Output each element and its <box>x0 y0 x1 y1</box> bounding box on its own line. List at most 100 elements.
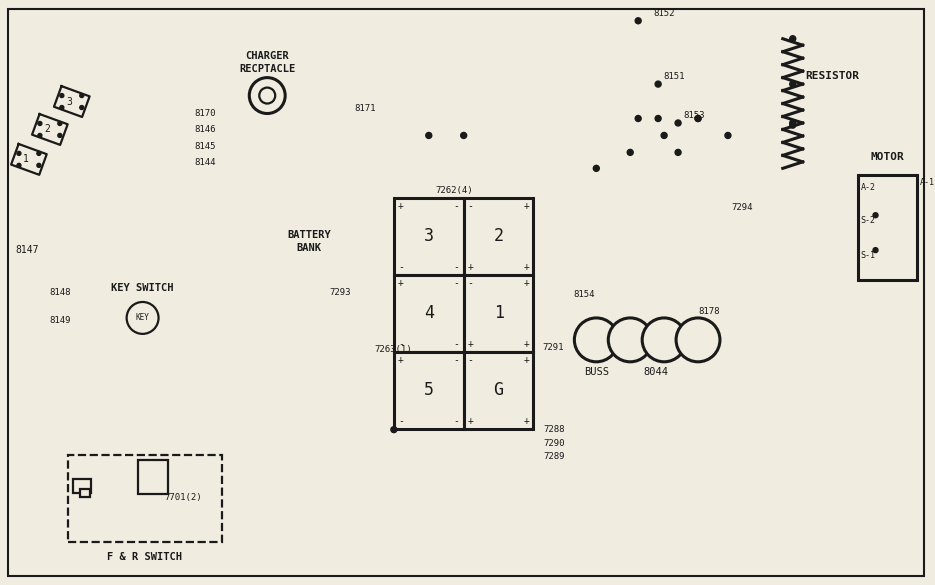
Text: RECPTACLE: RECPTACLE <box>239 64 295 74</box>
Text: BUSS: BUSS <box>583 367 609 377</box>
Circle shape <box>635 18 641 24</box>
Text: 7288: 7288 <box>543 425 565 434</box>
Text: 8148: 8148 <box>50 288 71 298</box>
Text: 3: 3 <box>424 227 434 245</box>
Text: 2: 2 <box>494 227 504 245</box>
Text: -: - <box>468 278 473 288</box>
Text: S-2: S-2 <box>860 216 875 225</box>
Text: +: + <box>398 278 404 288</box>
Text: KEY SWITCH: KEY SWITCH <box>111 283 174 293</box>
Text: 7263(1): 7263(1) <box>374 345 411 355</box>
Polygon shape <box>54 86 90 117</box>
Circle shape <box>695 115 701 122</box>
Text: 8151: 8151 <box>663 71 684 81</box>
Circle shape <box>642 318 686 362</box>
Text: 8171: 8171 <box>354 104 376 113</box>
Text: -: - <box>398 339 404 349</box>
Circle shape <box>609 318 652 362</box>
Text: +: + <box>524 415 529 426</box>
Text: -: - <box>453 339 460 349</box>
Text: 1: 1 <box>494 304 504 322</box>
Text: -: - <box>453 415 460 426</box>
Text: MOTOR: MOTOR <box>870 152 904 163</box>
Text: 8146: 8146 <box>194 125 216 134</box>
Text: +: + <box>524 262 529 272</box>
Circle shape <box>790 81 796 87</box>
Polygon shape <box>11 144 47 175</box>
Text: 8044: 8044 <box>643 367 669 377</box>
Text: +: + <box>524 355 529 365</box>
Text: 5: 5 <box>424 381 434 399</box>
Text: RESISTOR: RESISTOR <box>806 71 859 81</box>
Text: 7701(2): 7701(2) <box>165 493 202 502</box>
Text: 3: 3 <box>65 97 72 106</box>
Circle shape <box>126 302 159 334</box>
Text: 8147: 8147 <box>15 245 38 255</box>
Text: 8145: 8145 <box>194 142 216 151</box>
Text: +: + <box>398 355 404 365</box>
Circle shape <box>594 166 599 171</box>
Bar <box>394 352 464 429</box>
Circle shape <box>661 132 667 139</box>
Circle shape <box>635 115 641 122</box>
Circle shape <box>790 122 796 128</box>
Circle shape <box>259 88 275 104</box>
Text: -: - <box>468 355 473 365</box>
Circle shape <box>36 152 41 156</box>
Circle shape <box>790 36 796 42</box>
Text: 7293: 7293 <box>329 287 351 297</box>
Text: 8152: 8152 <box>654 9 675 18</box>
Circle shape <box>655 115 661 122</box>
Text: +: + <box>524 278 529 288</box>
Circle shape <box>38 122 42 125</box>
Text: +: + <box>468 415 473 426</box>
Circle shape <box>58 133 62 137</box>
Text: +: + <box>524 339 529 349</box>
Text: 8144: 8144 <box>194 158 216 167</box>
Circle shape <box>627 149 633 156</box>
Text: 8149: 8149 <box>50 316 71 325</box>
Circle shape <box>574 318 618 362</box>
Circle shape <box>425 132 432 139</box>
Circle shape <box>38 133 42 137</box>
Bar <box>464 198 534 275</box>
Circle shape <box>675 149 681 156</box>
Circle shape <box>695 115 701 122</box>
Text: -: - <box>398 415 404 426</box>
Text: -: - <box>453 278 460 288</box>
Text: 8178: 8178 <box>698 308 720 316</box>
Bar <box>137 460 167 494</box>
Text: A-1: A-1 <box>919 178 934 187</box>
Text: -: - <box>468 201 473 211</box>
Circle shape <box>725 132 731 139</box>
Circle shape <box>655 81 661 87</box>
Circle shape <box>79 94 84 98</box>
Text: +: + <box>398 201 404 211</box>
Circle shape <box>391 426 396 432</box>
Circle shape <box>79 105 84 109</box>
Bar <box>464 275 534 352</box>
Bar <box>394 198 464 275</box>
Circle shape <box>60 94 64 98</box>
Text: G: G <box>494 381 504 399</box>
Text: 7290: 7290 <box>543 439 565 448</box>
Circle shape <box>17 152 21 156</box>
Text: -: - <box>398 262 404 272</box>
Bar <box>464 352 534 429</box>
Text: 4: 4 <box>424 304 434 322</box>
Text: 8170: 8170 <box>194 109 216 118</box>
Text: F & R SWITCH: F & R SWITCH <box>108 552 182 562</box>
Bar <box>857 176 917 280</box>
Text: -: - <box>453 355 460 365</box>
Circle shape <box>790 120 796 126</box>
Text: KEY: KEY <box>136 314 150 322</box>
Text: BANK: BANK <box>296 243 322 253</box>
Text: +: + <box>524 201 529 211</box>
Circle shape <box>873 213 878 218</box>
Text: CHARGER: CHARGER <box>245 51 289 61</box>
Text: 8153: 8153 <box>683 111 705 119</box>
Circle shape <box>17 163 21 167</box>
Circle shape <box>676 318 720 362</box>
Text: -: - <box>453 262 460 272</box>
Text: -: - <box>453 201 460 211</box>
